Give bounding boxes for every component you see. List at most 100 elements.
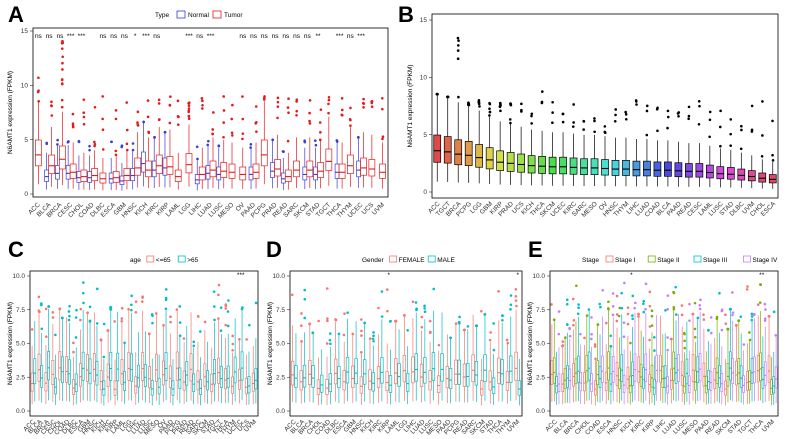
legend-swatch — [389, 255, 398, 263]
box — [770, 379, 773, 395]
outlier-point — [337, 332, 341, 336]
y-tick-label: 15 — [420, 17, 428, 24]
outlier-point — [125, 101, 129, 104]
outlier-point — [509, 121, 512, 125]
significance-mark: ** — [759, 272, 765, 279]
outlier-point — [385, 288, 389, 291]
outlier-point — [622, 335, 626, 339]
panel-label: B — [398, 2, 414, 27]
box — [85, 354, 89, 382]
box — [127, 351, 131, 381]
box — [772, 376, 776, 394]
outlier-point — [201, 99, 204, 103]
outlier-point — [154, 312, 158, 315]
outlier-point — [147, 130, 150, 134]
box — [419, 363, 424, 387]
box — [203, 363, 207, 387]
legend-title: Type — [155, 12, 169, 19]
box — [598, 366, 602, 389]
outlier-point — [295, 109, 299, 113]
outlier-point — [561, 120, 565, 124]
outlier-point — [488, 338, 492, 342]
outlier-point — [176, 114, 180, 118]
outlier-point — [571, 297, 575, 301]
box — [568, 368, 572, 390]
outlier-point — [195, 145, 199, 149]
panel-E: E 0.0 2.5 5.0 7.5 10.0 N6AMT1 expression (FPKM… — [527, 237, 778, 437]
outlier-point — [178, 321, 182, 324]
outlier-point — [176, 123, 180, 126]
plot-area — [431, 13, 779, 199]
outlier-point — [45, 142, 49, 146]
outlier-point — [241, 132, 245, 135]
panel-label: C — [8, 237, 24, 262]
legend-swatch-normal — [176, 10, 186, 19]
outlier-point — [577, 303, 580, 306]
outlier-point — [593, 345, 597, 348]
box — [753, 356, 756, 384]
legend-label-tumor: Tumor — [224, 12, 243, 19]
outlier-point — [709, 331, 713, 335]
outlier-point — [492, 348, 496, 352]
outlier-point — [683, 332, 686, 336]
box — [224, 368, 227, 390]
outlier-point — [61, 68, 64, 71]
box — [345, 356, 350, 384]
outlier-point — [50, 104, 53, 108]
box — [663, 365, 667, 388]
outlier-point — [698, 303, 702, 307]
box — [731, 358, 734, 384]
box — [437, 375, 441, 394]
box — [574, 358, 578, 385]
outlier-point — [162, 323, 165, 327]
outlier-point — [95, 322, 99, 325]
y-tick-label: 10 — [21, 83, 29, 90]
box — [555, 376, 558, 394]
outlier-point — [631, 294, 635, 298]
outlier-point — [675, 313, 678, 316]
box — [251, 372, 255, 392]
outlier-point — [71, 125, 75, 129]
outlier-point — [360, 334, 363, 337]
legend-label-normal: Normal — [188, 12, 210, 19]
outlier-point — [672, 291, 676, 295]
box — [747, 170, 756, 182]
outlier-point — [596, 323, 600, 326]
box — [306, 160, 314, 178]
box — [705, 164, 714, 179]
outlier-point — [71, 122, 75, 126]
outlier-point — [644, 282, 648, 286]
box — [37, 353, 41, 382]
outlier-point — [719, 144, 722, 148]
outlier-point — [750, 312, 754, 316]
box — [601, 159, 609, 176]
outlier-point — [708, 135, 711, 139]
box — [194, 174, 200, 185]
outlier-point — [300, 340, 303, 343]
outlier-point — [168, 121, 172, 125]
outlier-point — [120, 319, 124, 323]
outlier-point — [334, 318, 337, 321]
box — [44, 169, 49, 182]
outlier-point — [136, 110, 140, 114]
outlier-point — [622, 321, 626, 324]
outlier-point — [731, 313, 734, 317]
significance-mark: ns — [282, 33, 290, 40]
box — [55, 165, 60, 180]
outlier-point — [603, 125, 607, 128]
outlier-point — [763, 319, 767, 322]
outlier-point — [457, 95, 460, 99]
y-axis-label: N6AMT1 expression (FPKM) — [527, 302, 534, 385]
outlier-point — [626, 322, 630, 326]
outlier-point — [750, 128, 754, 132]
outlier-point — [101, 128, 105, 132]
outlier-point — [54, 333, 57, 337]
outlier-point — [88, 148, 91, 152]
outlier-point — [317, 319, 320, 323]
outlier-point — [67, 310, 71, 313]
box — [642, 367, 645, 389]
box — [185, 361, 189, 386]
outlier-point — [37, 99, 41, 103]
outlier-point — [230, 131, 234, 135]
outlier-point — [750, 104, 754, 108]
